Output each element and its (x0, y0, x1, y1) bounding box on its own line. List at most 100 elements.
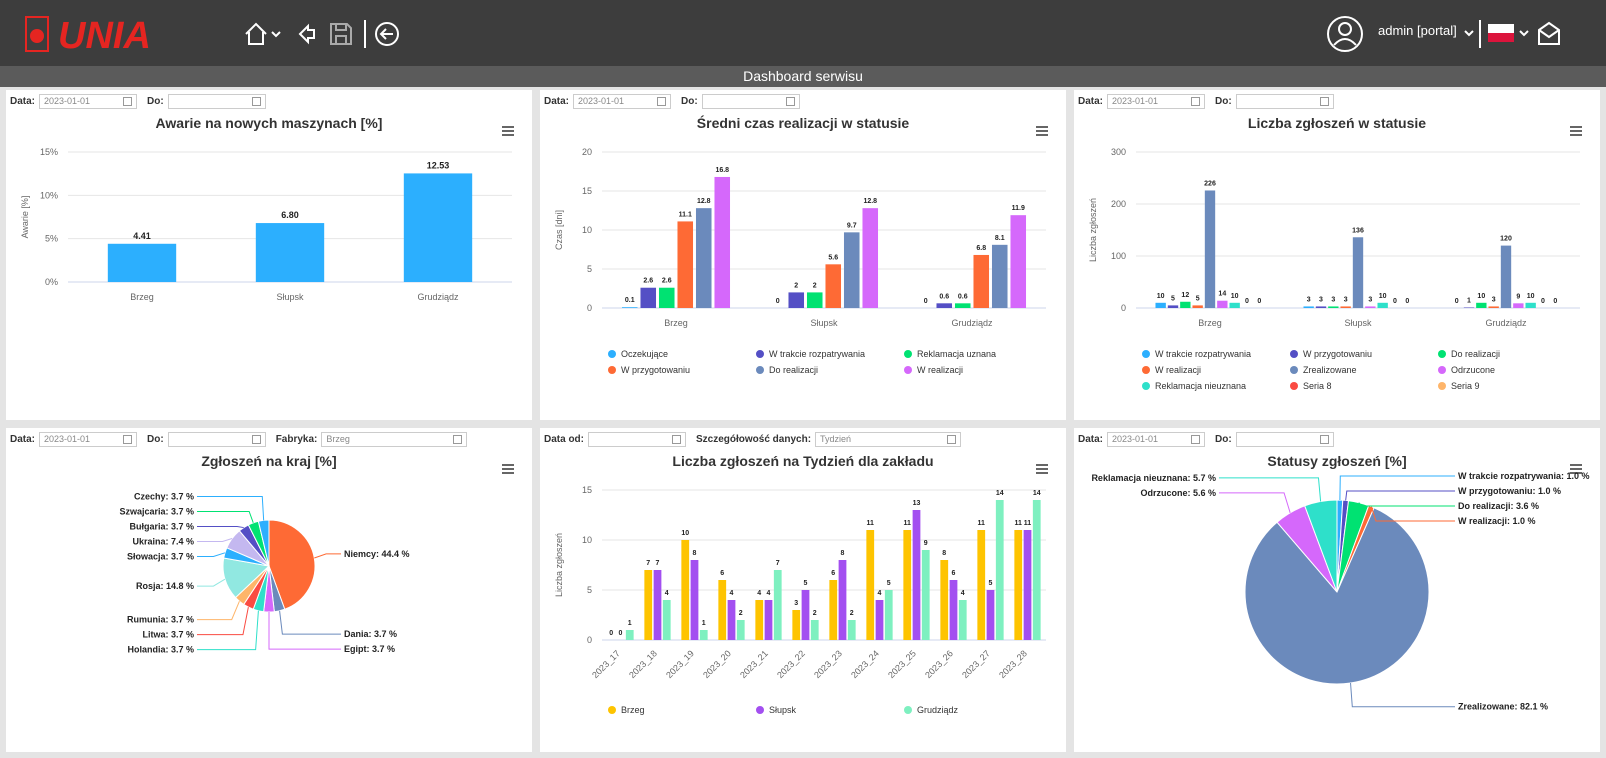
data-label: 6.80 (281, 210, 299, 220)
data-label: W realizacji: 1.0 % (1458, 516, 1536, 526)
chart-menu[interactable] (1570, 126, 1582, 136)
bar (736, 620, 745, 640)
filter-date[interactable]: 2023-01-01 (39, 93, 138, 109)
x-tick-label: Słupsk (810, 318, 838, 328)
filter-date[interactable]: 2023-01-01 (1107, 93, 1206, 109)
flag-top[interactable] (1488, 24, 1514, 33)
data-label: Ukraina: 7.4 % (132, 536, 194, 546)
filter-date[interactable] (701, 93, 800, 109)
bar (847, 620, 856, 640)
legend-item[interactable]: Reklamacja nieuznana (1142, 381, 1246, 391)
chart-menu[interactable] (1036, 126, 1048, 136)
data-label: 9 (924, 540, 928, 547)
data-label: 0 (619, 630, 623, 637)
legend-item[interactable]: W realizacji (904, 365, 963, 375)
filter-date[interactable]: 2023-01-01 (573, 93, 672, 109)
bar (653, 570, 662, 640)
bar (912, 510, 921, 640)
legend-item[interactable]: Seria 8 (1290, 381, 1332, 391)
y-tick-label: 15 (582, 186, 592, 196)
header-bar: UNIA admin [portal] (25, 15, 1560, 57)
legend-item[interactable]: Słupsk (756, 705, 797, 715)
legend-item[interactable]: W realizacji (1142, 365, 1201, 375)
mail-button[interactable] (1538, 21, 1560, 45)
filter-select[interactable]: Tydzień (815, 431, 962, 447)
filter-label: Do: (681, 95, 698, 107)
legend-item[interactable]: Odrzucone (1438, 365, 1495, 375)
user-caret[interactable] (1464, 30, 1474, 37)
legend-item[interactable]: Do realizacji (1438, 349, 1500, 359)
bar (681, 540, 690, 640)
chart-title: Średni czas realizacji w statusie (697, 114, 910, 131)
legend-item[interactable]: W trakcie rozpatrywania (756, 349, 865, 359)
legend-item[interactable]: Seria 9 (1438, 381, 1480, 391)
filter-label: Do: (1215, 95, 1232, 107)
bar (1352, 237, 1364, 308)
bar (788, 292, 805, 308)
data-label: Do realizacji: 3.6 % (1458, 501, 1539, 511)
legend-item[interactable]: Do realizacji (756, 365, 818, 375)
data-label: 8 (693, 550, 697, 557)
legend-item[interactable]: Reklamacja uznana (904, 349, 996, 359)
home-caret[interactable] (271, 31, 281, 38)
filter-date[interactable] (588, 431, 686, 447)
logo: UNIA (58, 15, 151, 57)
filter-date[interactable]: 2023-01-01 (1107, 431, 1206, 447)
x-tick-label: Brzeg (1198, 318, 1222, 328)
filter-value: 2023-01-01 (44, 434, 91, 444)
data-label: W przygotowaniu: 1.0 % (1458, 486, 1561, 496)
exit-button[interactable] (375, 22, 399, 46)
legend-item[interactable]: W trakcie rozpatrywania (1142, 349, 1251, 359)
chart-menu[interactable] (1036, 464, 1048, 474)
chart-title: Liczba zgłoszeń w statusie (1248, 115, 1426, 131)
y-tick-label: 5 (587, 585, 592, 595)
flag-bottom[interactable] (1488, 33, 1514, 42)
chart-menu[interactable] (1570, 464, 1582, 474)
user-avatar[interactable] (1327, 16, 1363, 52)
legend-label: Do realizacji (1451, 349, 1500, 359)
legend-item[interactable]: W przygotowaniu (608, 365, 690, 375)
bar (1032, 500, 1041, 640)
filter-value: Tydzień (820, 434, 852, 444)
x-tick-label: 2023_21 (738, 648, 770, 680)
lang-caret[interactable] (1519, 30, 1529, 37)
legend-item[interactable]: Brzeg (608, 705, 645, 715)
back-button[interactable] (298, 23, 315, 45)
data-label: 0 (1553, 298, 1557, 305)
filter-label: Data od: (544, 433, 584, 445)
filter-date[interactable] (1235, 431, 1334, 447)
filter-date[interactable]: 2023-01-01 (39, 431, 138, 447)
data-label: 8 (841, 550, 845, 557)
data-label: 5 (887, 580, 891, 587)
legend-item[interactable]: Zrealizowane (1290, 365, 1357, 375)
filter-select[interactable]: Brzeg (321, 431, 468, 447)
data-label: 10 (681, 530, 689, 537)
legend-item[interactable]: Grudziądz (904, 705, 959, 715)
save-button[interactable] (330, 23, 352, 45)
home-button[interactable] (245, 22, 267, 45)
legend-label: Brzeg (621, 705, 645, 715)
filter-value: 2023-01-01 (578, 96, 625, 106)
legend-item[interactable]: Oczekujące (608, 349, 668, 359)
legend-marker (756, 706, 764, 714)
filter-date[interactable] (1235, 93, 1334, 109)
legend-marker (1438, 350, 1446, 358)
y-tick-label: 0 (1121, 303, 1126, 313)
data-label: 2 (813, 282, 817, 289)
bar (862, 208, 879, 308)
data-label: Rosja: 14.8 % (136, 581, 194, 591)
filter-date[interactable] (167, 93, 266, 109)
chart-menu[interactable] (502, 126, 514, 136)
filter-date[interactable] (167, 431, 266, 447)
bar (1315, 306, 1327, 308)
bar (792, 610, 801, 640)
user-name[interactable]: admin [portal] (1378, 23, 1457, 38)
data-label: 2 (794, 282, 798, 289)
chart-menu[interactable] (502, 464, 514, 474)
exit-arrow (379, 28, 393, 40)
data-label: Słowacja: 3.7 % (127, 551, 194, 561)
data-label: 11.1 (679, 211, 692, 218)
data-label: 4 (665, 590, 669, 597)
bar (764, 600, 773, 640)
legend-item[interactable]: W przygotowaniu (1290, 349, 1372, 359)
